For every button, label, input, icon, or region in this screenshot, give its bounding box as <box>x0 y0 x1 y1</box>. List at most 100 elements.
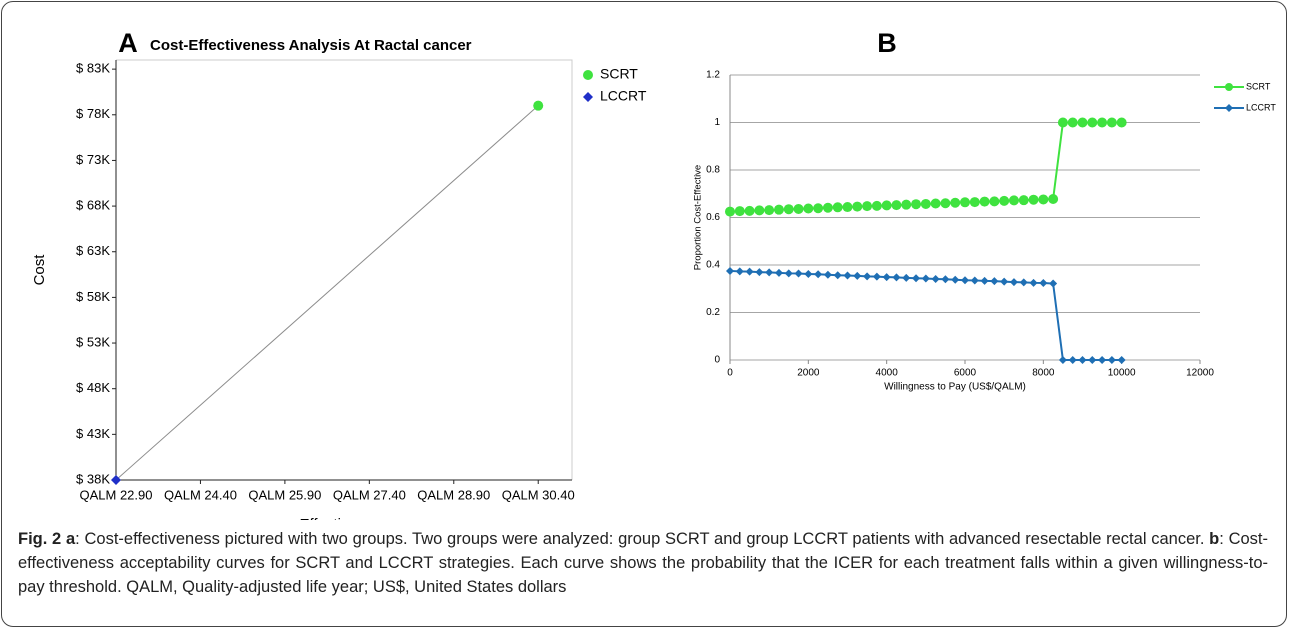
marker <box>793 203 804 214</box>
marker <box>764 205 775 216</box>
y-tick-label: $ 53K <box>76 334 110 349</box>
marker <box>931 275 940 284</box>
marker <box>881 200 892 211</box>
axes <box>115 60 572 481</box>
marker <box>979 196 990 207</box>
marker <box>814 270 823 279</box>
marker <box>533 100 544 111</box>
marker <box>980 276 989 285</box>
x-tick-label: QALM 25.90 <box>248 487 321 502</box>
marker <box>774 268 783 277</box>
fig-label: Fig. 2 <box>18 530 62 548</box>
marker <box>882 273 891 282</box>
marker <box>862 201 873 212</box>
marker <box>1048 193 1059 204</box>
marker <box>969 197 980 208</box>
marker <box>725 206 735 217</box>
marker <box>1008 195 1019 206</box>
marker <box>726 266 734 275</box>
marker <box>1018 195 1029 206</box>
x-tick-label: QALM 28.90 <box>417 487 490 502</box>
y-tick-label: 1.2 <box>706 70 720 81</box>
marker <box>989 196 1000 207</box>
marker <box>794 269 803 278</box>
x-tick-label: 10000 <box>1108 368 1136 379</box>
marker <box>111 475 121 485</box>
charts: A Cost-Effectiveness Analysis At Ractal c… <box>31 28 1276 520</box>
marker <box>863 272 872 281</box>
marker <box>891 200 902 211</box>
marker <box>833 271 842 280</box>
marker <box>822 202 833 213</box>
marker <box>901 199 912 210</box>
marker <box>921 274 930 283</box>
y-tick-label: $ 38K <box>76 471 110 486</box>
marker <box>853 271 862 280</box>
caption-a: : Cost-effectiveness pictured with two g… <box>75 530 1205 548</box>
marker <box>871 200 882 211</box>
marker <box>950 197 961 208</box>
x-tick-label: QALM 30.40 <box>502 487 575 502</box>
marker <box>843 271 852 280</box>
marker <box>745 267 754 276</box>
y-tick-label: 0.8 <box>706 165 720 176</box>
marker <box>755 268 764 277</box>
marker <box>912 274 921 283</box>
marker <box>1009 278 1018 287</box>
x-tick-label: 0 <box>727 368 733 379</box>
marker <box>999 195 1010 206</box>
y-tick-label: 0 <box>714 355 720 366</box>
marker <box>1097 117 1108 128</box>
marker <box>1107 356 1116 364</box>
y-axis-title: Cost <box>31 254 48 286</box>
y-tick-label: $ 78K <box>76 106 110 121</box>
chart-title: Cost-Effectiveness Analysis At Ractal ca… <box>150 37 472 54</box>
marker <box>1057 117 1068 128</box>
marker <box>941 275 950 284</box>
marker <box>754 205 765 216</box>
marker <box>832 202 843 213</box>
marker <box>803 203 814 214</box>
y-tick-label: 1 <box>714 117 720 128</box>
marker <box>1077 117 1088 128</box>
marker <box>784 269 793 278</box>
legend-label: LCCRT <box>1246 102 1276 112</box>
legend-label: SCRT <box>1246 81 1271 91</box>
connector-line <box>115 105 539 481</box>
marker <box>1088 356 1097 364</box>
marker <box>1106 117 1117 128</box>
y-tick-label: 0.4 <box>706 260 720 271</box>
marker <box>1049 279 1058 288</box>
marker <box>951 275 960 284</box>
marker <box>1116 117 1127 128</box>
plot-frame <box>116 59 573 480</box>
marker <box>1117 356 1126 364</box>
marker <box>842 202 853 213</box>
y-tick-label: $ 43K <box>76 426 110 441</box>
marker <box>823 270 832 279</box>
panel-label: A <box>118 28 138 58</box>
y-tick-label: $ 48K <box>76 380 110 395</box>
series-line <box>729 269 1122 361</box>
marker <box>852 201 863 212</box>
y-tick-label: $ 68K <box>76 198 110 213</box>
legend-marker <box>1225 83 1233 91</box>
marker <box>930 198 941 209</box>
caption-b: : Cost-effectiveness acceptability curve… <box>18 530 1268 596</box>
marker <box>961 276 969 285</box>
marker <box>773 204 784 215</box>
marker <box>804 270 813 279</box>
y-tick-label: $ 83K <box>76 61 110 76</box>
legend-label: SCRT <box>600 66 638 82</box>
x-axis-title: Effectiveness <box>300 516 389 520</box>
legend-label: LCCRT <box>600 88 647 104</box>
caption: Fig. 2 a: Cost-effectiveness pictured wi… <box>18 527 1268 599</box>
marker <box>765 268 774 277</box>
x-tick-label: QALM 24.40 <box>164 487 237 502</box>
marker <box>1038 194 1049 205</box>
y-axis-title: Proportion Cost-Effective <box>693 165 704 270</box>
marker <box>1028 194 1039 205</box>
marker <box>735 267 744 276</box>
